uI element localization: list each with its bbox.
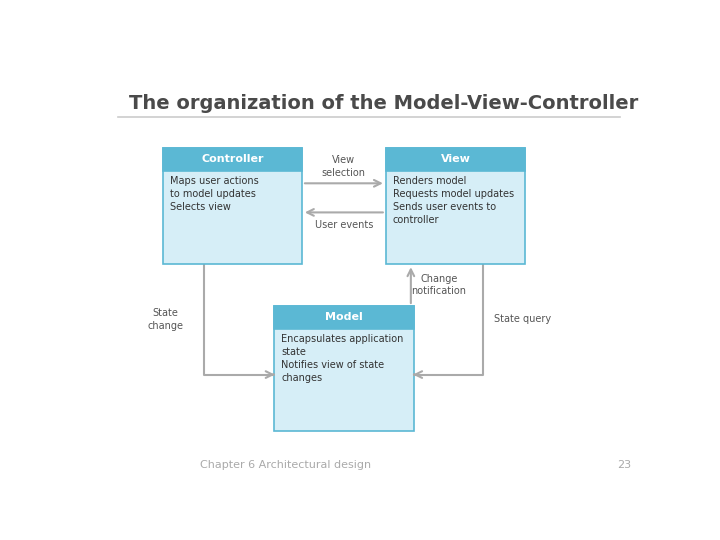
FancyBboxPatch shape [386,148,526,265]
Text: Encapsulates application
state
Notifies view of state
changes: Encapsulates application state Notifies … [282,334,404,383]
FancyBboxPatch shape [163,148,302,265]
Text: Maps user actions
to model updates
Selects view: Maps user actions to model updates Selec… [170,176,258,212]
FancyBboxPatch shape [274,306,414,431]
Text: The organization of the Model-View-Controller: The organization of the Model-View-Contr… [129,94,639,113]
Text: 23: 23 [617,460,631,470]
Text: Model: Model [325,313,363,322]
Text: State
change: State change [148,308,184,330]
Text: View: View [441,154,470,164]
Text: Controller: Controller [201,154,264,164]
Text: User events: User events [315,220,373,230]
FancyBboxPatch shape [386,148,526,171]
FancyBboxPatch shape [274,306,414,329]
Text: Renders model
Requests model updates
Sends user events to
controller: Renders model Requests model updates Sen… [393,176,514,225]
Text: State query: State query [494,314,551,325]
Text: Chapter 6 Architectural design: Chapter 6 Architectural design [199,460,371,470]
FancyBboxPatch shape [163,148,302,171]
Text: View
selection: View selection [322,156,366,178]
Text: Change
notification: Change notification [411,274,467,296]
